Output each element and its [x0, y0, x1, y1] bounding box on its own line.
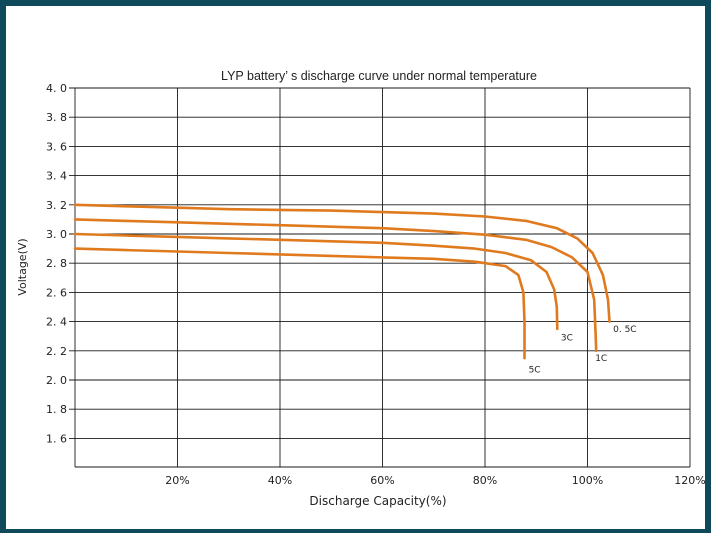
x-tick-label: 40%	[268, 474, 292, 487]
y-tick-label: 3. 6	[46, 140, 67, 153]
y-tick-label: 2. 4	[46, 316, 67, 329]
y-tick-label: 3. 4	[46, 170, 67, 183]
series-labels: 0. 5C 1C 3C 5C	[529, 325, 637, 376]
y-tick-label: 4. 0	[46, 82, 67, 95]
x-tick-label: 60%	[370, 474, 394, 487]
y-tick-label: 1. 8	[46, 403, 67, 416]
x-axis-ticks: 20% 40% 60% 80% 100% 120%	[165, 474, 705, 487]
x-tick-label: 120%	[674, 474, 705, 487]
series-lines	[73, 203, 611, 360]
y-axis-ticks: 4. 0 3. 8 3. 6 3. 4 3. 2 3. 0 2. 8 2. 6 2. 4 2. 2…	[46, 82, 67, 445]
series-line-4	[73, 247, 526, 360]
series-line-1	[73, 203, 611, 323]
series-label: 3C	[561, 334, 573, 344]
x-tick-label: 20%	[165, 474, 189, 487]
series-label: 0. 5C	[613, 325, 636, 335]
y-axis-label: Voltage(V)	[16, 238, 29, 295]
series-line-3	[73, 232, 559, 331]
series-line-2	[73, 218, 598, 353]
y-tick-label: 2. 8	[46, 257, 67, 270]
x-axis-label: Discharge Capacity(%)	[309, 494, 446, 508]
y-tick-label: 2. 0	[46, 374, 67, 387]
y-tick-label: 2. 6	[46, 286, 67, 299]
x-tick-label: 100%	[572, 474, 603, 487]
y-tick-label: 3. 0	[46, 228, 67, 241]
y-tick-label: 3. 8	[46, 111, 67, 124]
y-tick-label: 2. 2	[46, 345, 67, 358]
y-tick-label: 1. 6	[46, 432, 67, 445]
chart-title: LYP battery’ s discharge curve under nor…	[221, 69, 537, 83]
chart-frame	[6, 6, 705, 529]
y-tick-label: 3. 2	[46, 199, 67, 212]
grid	[69, 87, 691, 468]
series-label: 5C	[529, 366, 541, 376]
series-label: 1C	[595, 354, 607, 364]
x-tick-label: 80%	[473, 474, 497, 487]
